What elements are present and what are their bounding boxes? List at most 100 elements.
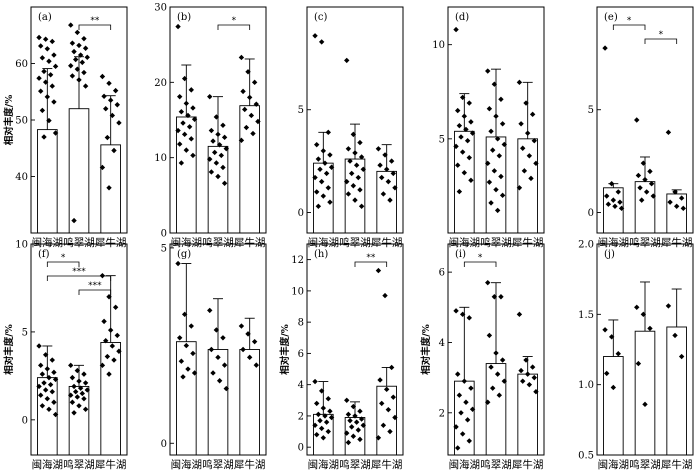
data-point	[178, 109, 185, 115]
x-tick-label: 鸣翠湖	[202, 236, 234, 249]
y-tick-label: 0	[161, 229, 167, 240]
data-point	[246, 354, 253, 361]
data-point	[617, 199, 623, 205]
plot-frame	[596, 243, 694, 456]
data-point	[74, 66, 81, 72]
data-point	[51, 52, 57, 58]
data-point	[99, 362, 106, 369]
data-point	[77, 385, 84, 391]
data-point	[493, 186, 499, 193]
data-point	[101, 318, 107, 325]
data-point	[38, 392, 44, 398]
significance-bracket	[644, 38, 678, 44]
data-point	[328, 164, 335, 170]
data-point	[207, 93, 213, 100]
y-axis-label: 相对丰度/%	[420, 324, 432, 375]
data-point	[114, 332, 120, 339]
data-point	[220, 164, 226, 171]
data-point	[69, 399, 76, 405]
data-point	[485, 279, 491, 286]
data-point	[491, 168, 498, 174]
data-point	[318, 39, 325, 45]
data-point	[459, 431, 466, 437]
significance-bracket	[463, 261, 497, 267]
data-point	[39, 371, 46, 377]
y-tick-label: 0	[298, 443, 304, 454]
data-point	[238, 137, 245, 144]
y-tick-label: 10	[432, 40, 445, 51]
data-point	[44, 366, 51, 372]
data-point	[345, 146, 352, 152]
data-point	[79, 59, 86, 66]
y-tick-label: 60	[15, 59, 28, 70]
data-point	[358, 416, 365, 422]
data-point	[673, 203, 680, 209]
y-tick-label: 5	[22, 327, 28, 338]
data-point	[314, 141, 320, 148]
data-point	[323, 170, 330, 177]
data-point	[358, 203, 365, 209]
data-point	[494, 371, 501, 377]
data-point	[177, 93, 183, 100]
data-point	[516, 311, 523, 318]
data-point	[183, 147, 190, 153]
data-point	[243, 124, 250, 131]
data-point	[51, 99, 57, 105]
y-tick-label: 0	[22, 415, 28, 426]
data-point	[357, 187, 363, 193]
data-point	[318, 425, 325, 432]
data-point	[213, 160, 220, 166]
data-point	[461, 378, 468, 384]
data-point	[494, 136, 501, 142]
data-point	[379, 174, 385, 181]
data-point	[355, 174, 362, 181]
data-point	[49, 38, 55, 45]
data-point	[501, 378, 507, 384]
data-point	[76, 403, 82, 409]
data-point	[49, 389, 55, 395]
data-point	[74, 29, 81, 36]
data-point	[618, 205, 625, 212]
data-point	[464, 417, 471, 423]
data-point	[208, 169, 215, 175]
data-point	[111, 147, 117, 154]
data-point	[180, 120, 186, 126]
data-point	[240, 88, 246, 95]
data-point	[221, 180, 228, 186]
data-point	[360, 422, 366, 429]
x-tick-label: 鸣翠湖	[202, 458, 234, 471]
data-point	[42, 352, 49, 358]
data-point	[387, 428, 393, 435]
data-point	[312, 378, 318, 385]
data-point	[211, 149, 218, 156]
data-point	[350, 433, 357, 439]
data-point	[345, 439, 352, 446]
data-point	[357, 139, 363, 146]
panel-label: (f)	[38, 249, 50, 260]
data-point	[383, 166, 390, 173]
data-point	[634, 117, 640, 123]
data-point	[526, 153, 533, 159]
data-point	[68, 362, 74, 369]
data-point	[496, 392, 503, 398]
chart-panel: 40 50 60 闽海湖 鸣翠湖 犀牛湖 (a) 相对丰度/% **	[3, 6, 128, 249]
data-point	[665, 129, 672, 136]
x-tick-label: 鸣翠湖	[63, 236, 95, 249]
data-point	[640, 160, 647, 166]
x-tick-label: 闽海湖	[308, 236, 340, 249]
data-point	[352, 150, 358, 156]
data-point	[678, 353, 685, 360]
data-point	[353, 162, 360, 168]
data-point	[323, 419, 330, 425]
data-point	[42, 36, 49, 42]
data-point	[215, 131, 221, 138]
data-point	[328, 414, 335, 421]
data-point	[348, 424, 355, 430]
bar	[485, 136, 507, 234]
data-point	[320, 148, 327, 154]
data-point	[602, 327, 608, 333]
data-point	[41, 134, 47, 140]
data-point	[210, 370, 216, 376]
panel-label: (j)	[604, 249, 615, 260]
